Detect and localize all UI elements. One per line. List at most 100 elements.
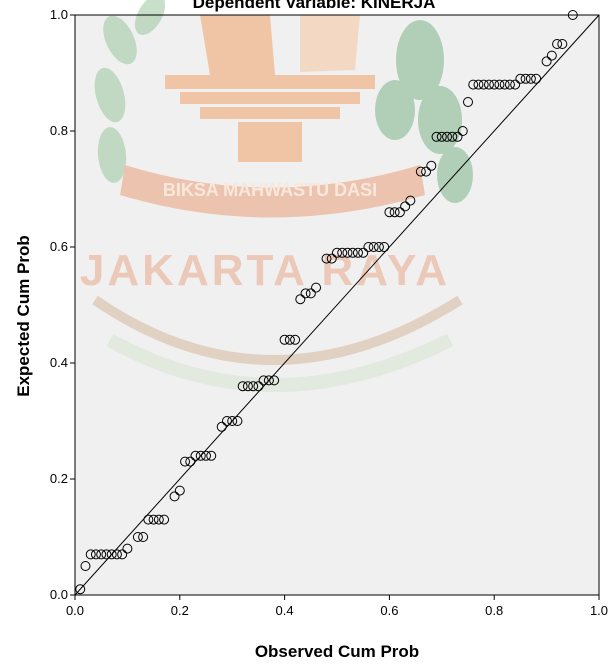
data-point — [169, 491, 180, 502]
data-point — [415, 166, 426, 177]
data-point — [227, 416, 238, 426]
data-point — [468, 79, 479, 90]
x-tick-label: 0.6 — [380, 603, 398, 618]
data-point — [531, 73, 542, 84]
data-point — [384, 207, 395, 218]
data-point — [326, 253, 337, 264]
data-point — [421, 166, 432, 177]
data-point — [305, 288, 316, 299]
data-point — [237, 381, 248, 392]
data-point — [457, 126, 468, 136]
reference-line — [74, 14, 600, 596]
data-point — [201, 450, 211, 461]
data-point — [520, 73, 531, 84]
data-point — [379, 242, 390, 252]
data-point — [253, 381, 264, 392]
data-point — [567, 10, 578, 20]
data-point — [494, 79, 505, 90]
plot-frame — [74, 14, 600, 596]
data-point — [101, 549, 112, 560]
data-point — [221, 416, 232, 426]
data-point — [248, 381, 259, 392]
data-point — [347, 247, 358, 258]
watermark-ribbon-text: BIKSA MAHWASTU DASI — [163, 180, 377, 200]
data-point — [195, 450, 206, 461]
data-point — [80, 561, 91, 571]
data-point — [96, 549, 107, 560]
data-point — [90, 549, 101, 560]
data-point — [463, 97, 473, 107]
data-point — [232, 416, 243, 426]
data-point — [284, 334, 295, 345]
data-point — [525, 73, 536, 84]
data-point — [279, 334, 290, 345]
data-point — [373, 242, 384, 252]
x-axis-title: Observed Cum Prob — [255, 642, 419, 661]
y-tick-label: 0.0 — [50, 587, 68, 602]
data-point — [321, 253, 332, 264]
data-point — [552, 39, 563, 49]
data-point — [483, 79, 494, 90]
data-point — [138, 532, 149, 542]
data-point — [342, 247, 353, 258]
data-point — [111, 549, 122, 560]
data-point — [269, 375, 280, 386]
x-tick-label: 1.0 — [590, 603, 608, 618]
data-point — [332, 247, 342, 258]
data-point — [159, 514, 170, 525]
data-point — [352, 247, 363, 258]
chart-title: Dependent Variable: KINERJA — [193, 0, 436, 12]
y-axis-title: Expected Cum Prob — [14, 235, 33, 397]
data-point — [122, 543, 133, 554]
data-point — [263, 375, 274, 386]
data-point — [106, 549, 117, 560]
data-point — [216, 421, 227, 432]
watermark-city-text: JAKARTA RAYA — [80, 246, 450, 295]
y-tick-label: 0.2 — [50, 471, 68, 486]
data-point — [75, 584, 86, 595]
data-point — [174, 485, 185, 496]
x-axis: 0.0 0.2 0.4 0.6 0.8 1.0 — [66, 595, 608, 618]
data-point — [143, 514, 154, 525]
data-point — [510, 79, 521, 90]
data-point — [153, 514, 164, 525]
y-tick-label: 0.4 — [50, 355, 68, 370]
y-tick-label: 1.0 — [50, 7, 68, 22]
data-point — [85, 549, 96, 560]
data-point — [489, 79, 500, 90]
data-point — [515, 73, 526, 84]
data-point — [405, 195, 416, 206]
data-point — [368, 242, 379, 252]
data-point — [452, 131, 463, 142]
data-point — [148, 514, 159, 525]
data-point — [394, 207, 405, 218]
data-point — [400, 201, 411, 212]
data-point — [300, 288, 311, 299]
data-point — [337, 247, 348, 258]
data-point — [426, 160, 437, 171]
data-point — [117, 549, 128, 560]
data-point — [504, 79, 515, 90]
x-tick-label: 0.0 — [66, 603, 84, 618]
data-point — [478, 79, 489, 90]
data-point — [358, 247, 369, 258]
x-tick-label: 0.2 — [171, 603, 189, 618]
data-point — [295, 294, 306, 305]
data-point — [499, 79, 510, 90]
y-tick-label: 0.6 — [50, 239, 68, 254]
data-point — [180, 456, 191, 467]
data-point — [290, 334, 301, 345]
y-tick-label: 0.8 — [50, 123, 68, 138]
data-point — [258, 375, 269, 386]
data-point — [242, 381, 253, 392]
data-point — [190, 450, 201, 461]
data-point — [431, 131, 442, 142]
x-tick-label: 0.4 — [276, 603, 294, 618]
data-point — [185, 456, 196, 467]
y-axis: 0.0 0.2 0.4 0.6 0.8 1.0 — [50, 7, 75, 602]
data-point — [447, 131, 458, 142]
watermark-logo: BIKSA MAHWASTU DASI JAKARTA RAYA — [80, 0, 473, 392]
data-point — [311, 282, 322, 293]
data-point — [436, 131, 447, 142]
